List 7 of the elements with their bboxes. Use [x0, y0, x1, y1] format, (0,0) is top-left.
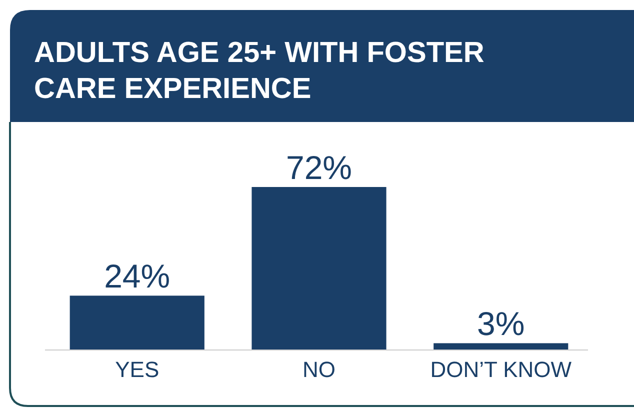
chart-title: ADULTS AGE 25+ WITH FOSTER CARE EXPERIENCE — [34, 37, 484, 105]
x-tick-label: NO — [302, 357, 336, 382]
data-label: 3% — [477, 305, 525, 342]
data-label: 24% — [104, 258, 170, 295]
data-label: 72% — [286, 149, 352, 186]
x-tick-label: YES — [115, 357, 160, 382]
x-tick-label: DON’T KNOW — [430, 357, 572, 382]
